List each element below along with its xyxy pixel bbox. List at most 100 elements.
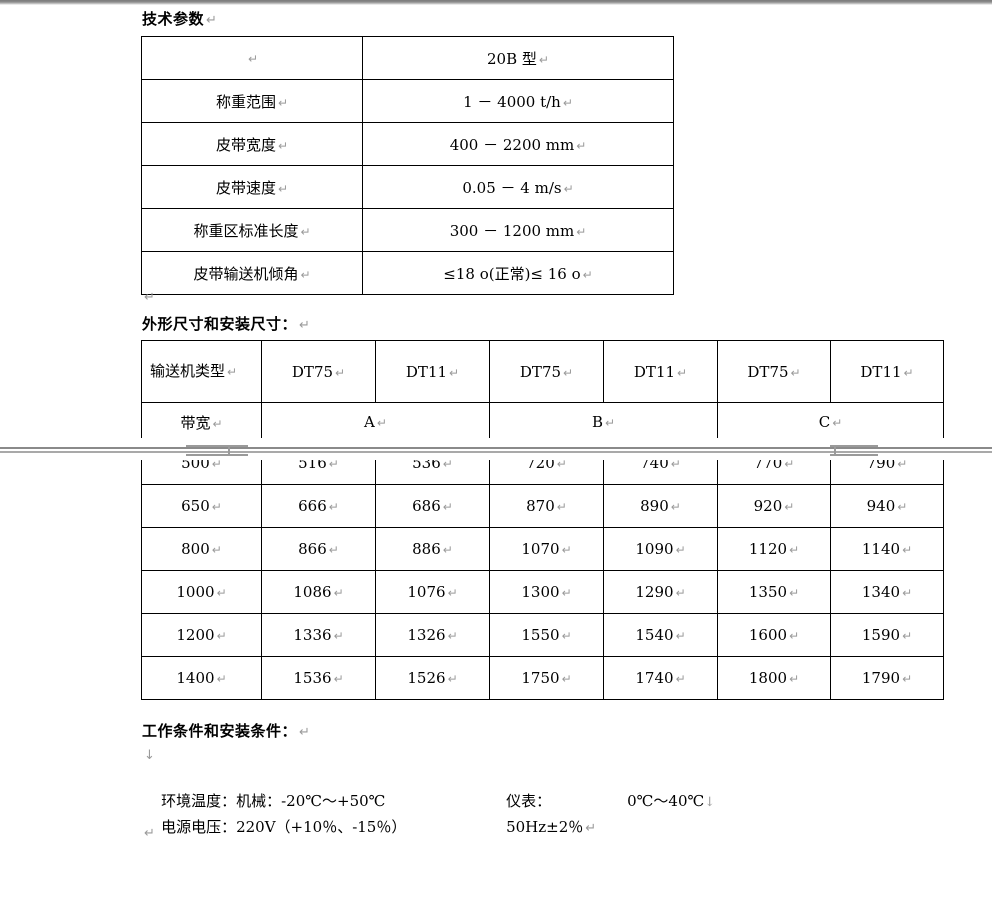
dims-cell-text: 1326 bbox=[407, 626, 446, 644]
page-break-tick-left bbox=[228, 445, 230, 456]
dims-cell: 1086 ↵ bbox=[261, 570, 376, 614]
pilcrow-mark: ↵ bbox=[897, 457, 908, 471]
pilcrow-mark: ↵ bbox=[206, 13, 218, 28]
pilcrow-mark: ↵ bbox=[277, 138, 289, 153]
pilcrow-mark: ↵ bbox=[576, 224, 587, 239]
dims-cell-text: 1790 bbox=[861, 669, 901, 687]
tech-row-value: ≤18 o(正常)≤ 16 o ↵ bbox=[362, 251, 674, 295]
tech-row-label: 皮带输送机倾角 ↵ bbox=[141, 251, 363, 295]
dims-cell-text: 1540 bbox=[635, 626, 674, 644]
tech-value-text: ≤18 o(正常)≤ 16 o bbox=[443, 264, 581, 283]
dims-group-text: C bbox=[818, 413, 831, 431]
tech-label-text: 称重范围 bbox=[215, 92, 276, 111]
pilcrow-mark: ↵ bbox=[211, 457, 222, 471]
pilcrow-mark: ↵ bbox=[675, 543, 686, 557]
pilcrow-mark: ↵ bbox=[300, 267, 311, 282]
dims-group-header: C ↵ bbox=[717, 402, 944, 442]
pilcrow-mark: ↵ bbox=[784, 500, 795, 514]
dims-type-header: DT75 ↵ bbox=[261, 340, 376, 403]
pilcrow-mark: ↵ bbox=[585, 821, 597, 836]
dims-cell: 1300 ↵ bbox=[489, 570, 604, 614]
pilcrow-mark: ↵ bbox=[576, 138, 587, 153]
heading-dimensions-text: 外形尺寸和安装尺寸： bbox=[142, 315, 298, 333]
dims-type-text: DT75 bbox=[291, 362, 334, 381]
dims-cell: 1526 ↵ bbox=[375, 656, 490, 700]
table-subheader-row: 带宽 ↵ A ↵ B ↵ C ↵ bbox=[141, 402, 944, 442]
dims-cell-text: 1590 bbox=[861, 626, 901, 644]
dims-cell: 800 ↵ bbox=[141, 527, 262, 571]
pilcrow-mark: ↵ bbox=[227, 365, 238, 380]
pilcrow-mark: ↵ bbox=[300, 224, 311, 239]
pilcrow-mark: ↵ bbox=[556, 500, 567, 514]
dims-cell-text: 1120 bbox=[748, 540, 788, 558]
line-break-arrow-mark: ↓ bbox=[144, 748, 155, 763]
pilcrow-mark: ↵ bbox=[211, 543, 222, 557]
pilcrow-mark: ↵ bbox=[144, 826, 155, 841]
pilcrow-mark: ↵ bbox=[675, 672, 686, 686]
tech-row-label: 称重区标准长度 ↵ bbox=[141, 208, 363, 252]
dims-cell: 1140 ↵ bbox=[830, 527, 944, 571]
pilcrow-mark: ↵ bbox=[563, 181, 574, 196]
pilcrow-mark: ↵ bbox=[216, 629, 227, 643]
dims-cell-text: 800 bbox=[181, 540, 210, 558]
ambient-temperature-text: 环境温度：机械：-20℃～+50℃ bbox=[161, 792, 386, 810]
dims-cell: 1550 ↵ bbox=[489, 613, 604, 657]
dims-cell-text: 1536 bbox=[293, 669, 332, 687]
dims-group-header: B ↵ bbox=[489, 402, 718, 442]
page-top-shadow-band bbox=[0, 0, 992, 5]
page-break-rule-upper bbox=[0, 447, 992, 449]
tech-row-label: 称重范围 ↵ bbox=[141, 79, 363, 123]
pilcrow-mark: ↵ bbox=[335, 365, 346, 380]
pilcrow-mark: ↵ bbox=[561, 629, 572, 643]
dims-cell: 890 ↵ bbox=[603, 484, 718, 528]
dims-cell: 940 ↵ bbox=[830, 484, 944, 528]
tech-value-text: 300 － 1200 mm bbox=[449, 221, 575, 240]
table-row: ↵ 20B 型 ↵ bbox=[141, 36, 674, 80]
dims-cell-text: 1140 bbox=[861, 540, 901, 558]
pilcrow-mark: ↵ bbox=[670, 457, 681, 471]
line-break-arrow-mark: ↓ bbox=[704, 795, 716, 810]
technical-parameters-table: ↵ 20B 型 ↵ 称重范围 ↵ 1 － 4000 t/h ↵ 皮带宽度 ↵ 400 －… bbox=[141, 36, 674, 295]
dims-group-text: B bbox=[591, 413, 603, 431]
heading-dimensions: 外形尺寸和安装尺寸： ↵ bbox=[142, 313, 310, 334]
table-row: 称重范围 ↵ 1 － 4000 t/h ↵ bbox=[141, 79, 674, 123]
tech-row-value: 20B 型 ↵ bbox=[362, 36, 674, 80]
dims-cell: 1540 ↵ bbox=[603, 613, 718, 657]
pilcrow-mark: ↵ bbox=[556, 457, 567, 471]
dims-cell-text: 1090 bbox=[635, 540, 674, 558]
dims-cell-text: 1550 bbox=[521, 626, 560, 644]
tech-row-value: 1 － 4000 t/h ↵ bbox=[362, 79, 674, 123]
page-break-indicator bbox=[0, 438, 992, 460]
pilcrow-mark: ↵ bbox=[216, 672, 227, 686]
dims-group-header: A ↵ bbox=[261, 402, 490, 442]
page-break-rule-lower bbox=[0, 451, 992, 453]
instrument-temperature-label: 仪表： bbox=[487, 772, 551, 829]
dims-cell-text: 940 bbox=[866, 497, 896, 515]
dims-cell-text: 1000 bbox=[176, 583, 215, 601]
table-row: 1000 ↵ 1086 ↵ 1076 ↵ 1300 ↵ 1290 ↵ 1350 ↵ 1340… bbox=[141, 570, 944, 614]
supply-frequency-text: 50Hz±2％ bbox=[506, 818, 584, 836]
pilcrow-mark: ↵ bbox=[299, 725, 311, 740]
heading-technical-parameters: 技术参数 ↵ bbox=[142, 8, 217, 29]
pilcrow-mark: ↵ bbox=[328, 500, 339, 514]
dims-type-text: DT11 bbox=[860, 362, 902, 381]
dims-corner-text: 输送机类型 bbox=[150, 362, 226, 381]
pilcrow-mark: ↵ bbox=[442, 500, 453, 514]
dims-cell: 920 ↵ bbox=[717, 484, 831, 528]
dims-cell: 1120 ↵ bbox=[717, 527, 831, 571]
dims-cell-text: 1200 bbox=[176, 626, 215, 644]
dims-cell-text: 1086 bbox=[293, 583, 332, 601]
dims-cell: 1800 ↵ bbox=[717, 656, 831, 700]
dims-cell-text: 1076 bbox=[407, 583, 446, 601]
dims-cell-text: 886 bbox=[412, 540, 441, 558]
pilcrow-mark: ↵ bbox=[902, 586, 913, 600]
dims-cell-text: 1336 bbox=[293, 626, 332, 644]
ambient-temperature-line: 环境温度：机械：-20℃～+50℃ bbox=[142, 772, 385, 829]
pilcrow-mark: ↵ bbox=[442, 457, 453, 471]
pilcrow-mark: ↵ bbox=[903, 365, 914, 380]
dims-cell: 1200 ↵ bbox=[141, 613, 262, 657]
pilcrow-mark: ↵ bbox=[216, 586, 227, 600]
dims-cell-text: 1350 bbox=[748, 583, 788, 601]
pilcrow-mark: ↵ bbox=[902, 629, 913, 643]
